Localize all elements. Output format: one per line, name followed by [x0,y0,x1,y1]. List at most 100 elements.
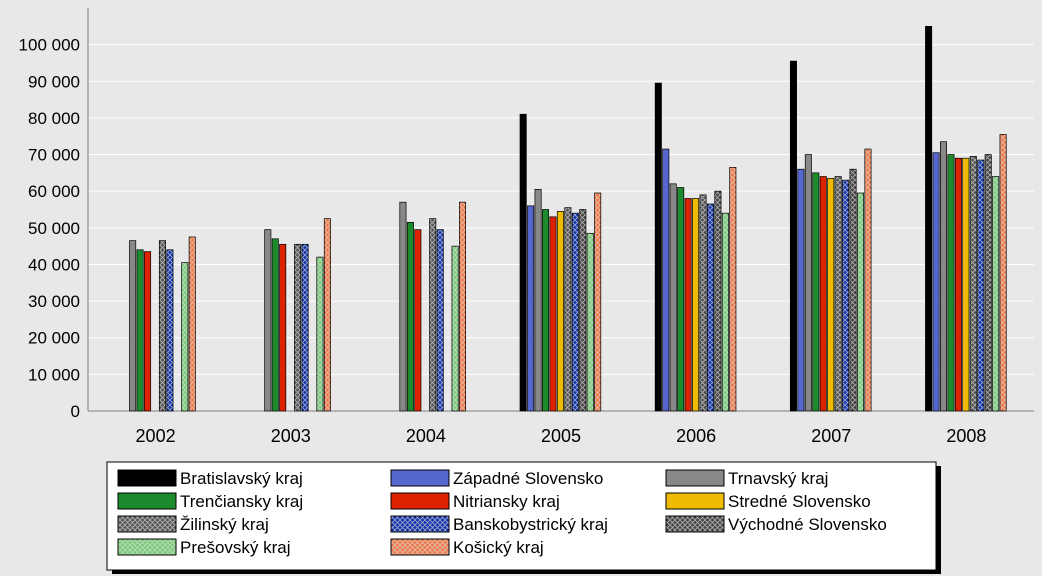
legend-label: Západné Slovensko [453,469,603,488]
y-tick-label: 20 000 [28,329,80,348]
x-tick-label: 2003 [271,426,311,446]
bar [414,229,422,412]
legend: Bratislavský kraj Západné Slovensko Trnavs… [106,461,941,574]
bar [842,179,850,412]
bar [992,176,1000,412]
bar [954,157,962,412]
bar [819,176,827,412]
bar [459,201,467,412]
y-tick-label: 30 000 [28,292,80,311]
bar [721,212,729,412]
legend-swatch [390,492,450,510]
y-tick-label: 70 000 [28,146,80,165]
bar [677,187,685,412]
legend-label: Nitriansky kraj [453,492,560,511]
legend-swatch [117,515,177,533]
legend-label: Banskobystrický kraj [453,515,608,534]
x-tick-label: 2004 [406,426,446,446]
bar [571,212,579,412]
legend-label: Trnavský kraj [728,469,828,488]
bar [586,232,594,412]
bar [316,256,324,412]
legend-label: Prešovský kraj [180,538,291,557]
legend-label: Bratislavský kraj [180,469,303,488]
bar [451,245,459,412]
legend-swatch [665,492,725,510]
x-tick-label: 2006 [676,426,716,446]
bar [436,229,444,412]
y-tick-label: 10 000 [28,365,80,384]
legend-swatch [117,469,177,487]
legend-swatch [117,538,177,556]
bar [564,207,572,412]
y-tick-label: 100 000 [19,36,80,55]
y-tick-labels: 0 10 000 20 000 30 000 40 000 50 000 60 000 70 … [19,36,80,421]
bar [947,154,955,412]
bar [669,183,677,412]
bar [181,262,189,412]
x-tick-labels: 2002 2003 2004 2005 2006 2007 2008 [136,426,987,446]
bar [692,198,700,412]
bar [542,209,550,412]
x-tick-label: 2005 [541,426,581,446]
bar [857,192,865,412]
bar [271,238,279,412]
bar [797,168,805,412]
bar [849,168,857,412]
bar [969,156,977,412]
legend-label: Východné Slovensko [728,515,887,534]
bar [129,240,137,412]
legend-label: Trenčiansky kraj [180,492,303,511]
legend-swatch [665,469,725,487]
bar [549,216,557,412]
bar [144,251,152,412]
legend-swatch [390,515,450,533]
bar [834,176,842,412]
bar [534,189,542,412]
x-tick-label: 2002 [136,426,176,446]
bar [864,148,872,412]
bars [129,25,1007,412]
bar [789,60,797,412]
bar [406,221,414,412]
bar [684,198,692,412]
bar [519,113,527,412]
x-tick-label: 2007 [811,426,851,446]
bar [699,194,707,412]
bar [662,148,670,412]
y-tick-label: 60 000 [28,182,80,201]
bar [827,178,835,412]
bar [939,141,947,412]
bar [932,152,940,412]
bar [136,249,144,412]
legend-box [106,461,937,571]
bar [264,229,272,412]
legend-swatch [390,469,450,487]
legend-label: Košický kraj [453,538,544,557]
bar [594,192,602,412]
bar [158,240,166,412]
bar [579,209,587,412]
legend-swatch [665,515,725,533]
bar [654,82,662,412]
bar [999,134,1007,412]
bar [714,190,722,412]
bar [429,218,437,412]
bar [294,243,302,412]
bar [188,236,196,412]
bar [812,172,820,412]
bar [962,157,970,412]
bar [977,159,985,412]
bar [804,154,812,412]
bar [729,167,737,412]
legend-swatch [390,538,450,556]
bar [166,249,174,412]
bar [706,203,714,412]
y-tick-label: 80 000 [28,109,80,128]
legend-label: Žilinský kraj [180,515,269,534]
y-tick-label: 0 [71,402,80,421]
bar [925,25,933,412]
bar [301,243,309,412]
bar [527,205,535,412]
